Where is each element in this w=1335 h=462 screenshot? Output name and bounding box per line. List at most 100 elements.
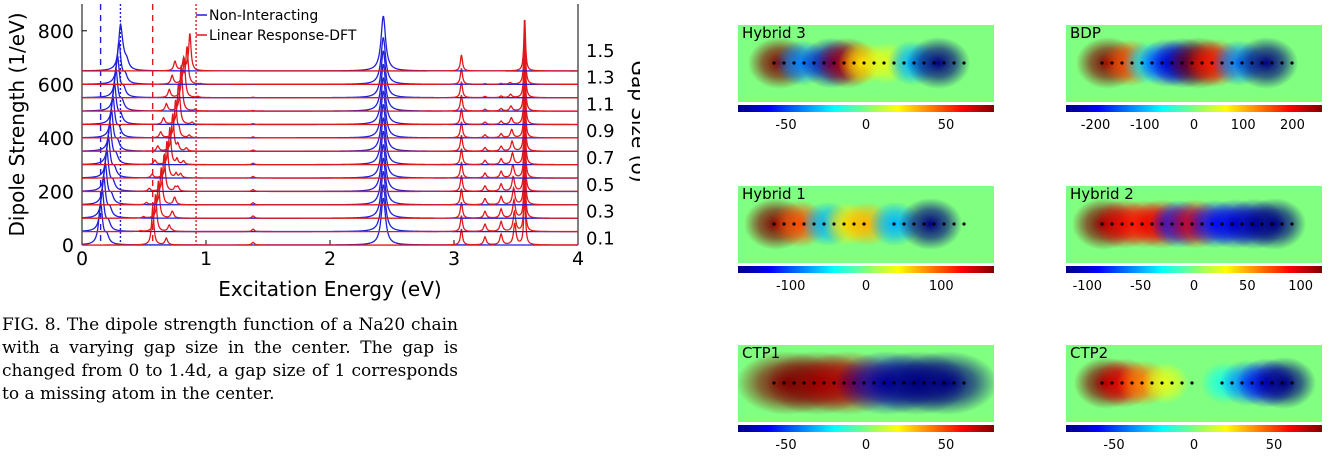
atom-dot — [952, 61, 956, 65]
atom-dot — [1190, 222, 1194, 226]
atom-dot — [882, 381, 886, 385]
charge-blob — [906, 37, 971, 89]
atom-dot — [1240, 222, 1244, 226]
y-tick-label: 0 — [62, 235, 74, 257]
charge-blob — [1234, 37, 1299, 89]
atom-dot — [862, 61, 866, 65]
lr-dft-curve — [82, 113, 578, 166]
colorbar-tick-label: 0 — [1189, 438, 1199, 453]
atom-dot — [792, 61, 796, 65]
colorbar-tick-label: -50 — [1130, 279, 1152, 294]
non-interacting-curve — [82, 144, 578, 193]
colorbar-tick-label: 100 — [928, 279, 954, 294]
atom-dot — [812, 381, 816, 385]
atom-dot — [1160, 61, 1164, 65]
atom-dot — [1140, 381, 1144, 385]
field-map — [738, 25, 994, 112]
non-interacting-curve — [82, 104, 578, 152]
atom-dot — [912, 61, 916, 65]
atom-dot — [932, 61, 936, 65]
atom-dot — [1290, 381, 1294, 385]
colorbar-tick-label: -50 — [775, 438, 797, 453]
non-interacting-curve — [82, 90, 578, 139]
colorbar-tick-label: 100 — [1288, 279, 1314, 294]
atom-dot — [1280, 61, 1284, 65]
lr-dft-curve — [82, 140, 578, 193]
atom-dot — [1230, 381, 1234, 385]
gap-size-label: 0.3 — [586, 202, 615, 223]
colorbar-tick-label: 50 — [937, 438, 955, 453]
atom-dot — [952, 381, 956, 385]
non-interacting-curve — [82, 37, 578, 85]
panel-title: Hybrid 2 — [1070, 185, 1134, 203]
atom-dot — [1130, 61, 1134, 65]
atom-dot — [1170, 381, 1174, 385]
atom-dot — [782, 222, 786, 226]
field-map-panel: BDP -200 -100 0 100 200 — [1066, 24, 1322, 142]
atom-dot — [922, 222, 926, 226]
atom-dot — [1140, 61, 1144, 65]
gap-size-label: 0.1 — [586, 228, 615, 249]
atom-dot — [1220, 61, 1224, 65]
atom-dot — [852, 222, 856, 226]
dipole-strength-chart: 0 1 2 3 4 0 200 400 600 800 0.1 0.3 0.5 0.7 0.9 1.1 1.3 1… — [5, 4, 640, 301]
colorbar-tick-label: 0 — [861, 279, 871, 294]
atom-dot — [1270, 61, 1274, 65]
plot-area — [82, 4, 578, 245]
x-tick-label: 3 — [448, 248, 460, 270]
lr-dft-curve — [82, 180, 578, 233]
atom-dot — [862, 381, 866, 385]
lr-dft-curve — [82, 33, 578, 85]
atom-dot — [1150, 222, 1154, 226]
atom-dot — [1240, 381, 1244, 385]
atom-dot — [1120, 222, 1124, 226]
right-axis-label: Gap Size (δ) — [627, 60, 640, 182]
colorbar-tick-label: 200 — [1280, 118, 1305, 133]
atom-dot — [852, 381, 856, 385]
colorbar — [1066, 105, 1322, 112]
atom-dot — [1110, 61, 1114, 65]
colorbar-tick-label: -50 — [1103, 438, 1125, 453]
atom-dot — [852, 61, 856, 65]
lr-dft-curve — [82, 126, 578, 179]
gap-size-label: 0.7 — [586, 148, 615, 169]
atom-dot — [812, 61, 816, 65]
lr-dft-curve — [82, 86, 578, 139]
non-interacting-curve — [82, 77, 578, 126]
gap-size-label: 1.5 — [586, 41, 615, 62]
atom-dot — [1290, 61, 1294, 65]
colorbar-tick-label: 0 — [1189, 279, 1199, 294]
atom-dot — [1220, 381, 1224, 385]
atom-dot — [1260, 222, 1264, 226]
atom-dot — [1250, 61, 1254, 65]
atom-dot — [1180, 381, 1184, 385]
atom-dot — [1130, 222, 1134, 226]
atom-dot — [942, 381, 946, 385]
lr-dft-curve — [82, 73, 578, 126]
atom-dot — [1260, 61, 1264, 65]
atom-dot — [802, 222, 806, 226]
atom-dot — [1170, 61, 1174, 65]
gap-size-label: 1.1 — [586, 94, 615, 115]
colorbar-tick-label: -100 — [1072, 279, 1103, 294]
atom-dot — [1180, 222, 1184, 226]
colorbar — [1066, 425, 1322, 432]
charge-blob — [1141, 361, 1190, 405]
field-map-panel: Hybrid 1 -100 0 100 — [738, 185, 994, 303]
atom-dot — [962, 222, 966, 226]
colorbar-tick-label: 0 — [861, 118, 871, 133]
atom-dot — [1280, 222, 1284, 226]
field-map — [735, 345, 999, 432]
colorbar — [738, 266, 994, 273]
figure-caption: FIG. 8. The dipole strength function of … — [2, 315, 458, 404]
atom-dot — [802, 61, 806, 65]
atom-dot — [842, 222, 846, 226]
lr-dft-curve — [82, 166, 578, 219]
lr-dft-curve — [82, 19, 578, 72]
atom-dot — [782, 381, 786, 385]
atom-dot — [1110, 222, 1114, 226]
atom-dot — [932, 381, 936, 385]
y-tick-label: 400 — [38, 128, 74, 150]
atom-dot — [1120, 381, 1124, 385]
atom-dot — [1160, 381, 1164, 385]
